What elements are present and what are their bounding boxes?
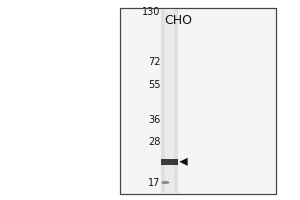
- Text: 28: 28: [148, 137, 160, 147]
- Text: 17: 17: [148, 178, 160, 188]
- Text: 130: 130: [142, 7, 160, 17]
- Text: 55: 55: [148, 80, 161, 90]
- Text: 36: 36: [148, 115, 160, 125]
- Text: CHO: CHO: [164, 14, 193, 27]
- Text: 72: 72: [148, 57, 161, 67]
